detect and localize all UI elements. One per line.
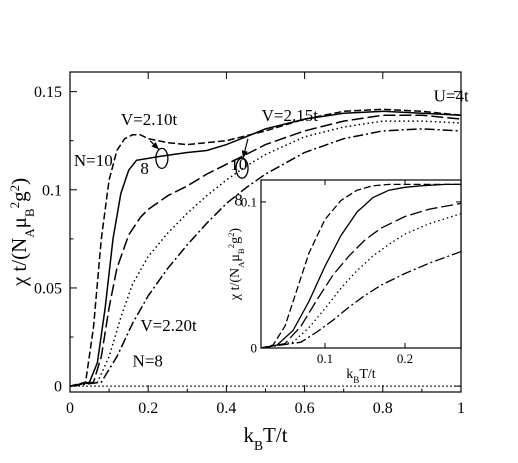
crossing-ellipse-marker [155,147,169,170]
x-tick-label: 0.6 [295,400,315,417]
series-line-dashed [261,183,461,348]
inset-plot-panel: 0.1 0.2 0 0.1 kBT/t χ t/(NAμB2g2) [226,179,462,385]
plot-frame [260,179,462,349]
curve-annotation: 8 [234,190,243,209]
x-axis-label: kBT/t [243,423,287,453]
y-tick-label: 0.15 [34,84,62,101]
x-tick-label: 0.1 [317,351,333,366]
y-tick-label: 0 [54,379,62,396]
x-tick-label: 0 [66,400,74,417]
curve-annotation: N=8 [133,351,163,370]
x-tick-label: 0.8 [373,400,393,417]
curve-annotation: V=2.10t [121,110,178,129]
x-tick-label: 0.2 [397,351,413,366]
y-tick-label: 0.1 [42,182,62,199]
x-axis-label: kBT/t [346,367,376,385]
series-line-longdash [70,114,461,387]
x-tick-label: 0.2 [138,400,158,417]
series-line-dashed [70,108,461,387]
x-tick-label: 1 [457,400,465,417]
curve-annotation: V=2.15t [262,106,319,125]
series-line-dashdot [70,128,461,387]
curve-annotation: U=4t [434,86,469,105]
plot-background [261,180,461,348]
curve-annotation: 10 [230,155,247,174]
curve-annotation: V=2.20t [140,316,197,335]
crossing-ellipse-marker [235,157,249,179]
series-line-dashdot [261,250,461,348]
annotation-arrowhead [151,141,159,150]
x-tick-label: 0.4 [216,400,236,417]
y-axis-label: χ t/(NAμB2g2) [7,178,37,287]
series-line-dotted [70,120,461,387]
y-tick-label: 0.1 [241,194,257,209]
y-tick-label: 0 [251,341,258,356]
series-line-solid [70,110,461,387]
y-axis-label: χ t/(NAμB2g2) [226,228,246,302]
series-line-longdash [261,202,461,348]
curve-annotation: N=10 [74,151,113,170]
y-tick-label: 0.05 [34,281,62,298]
curve-annotation: 8 [140,159,149,178]
series-line-solid [261,183,461,348]
annotation-arrowhead [241,150,248,159]
